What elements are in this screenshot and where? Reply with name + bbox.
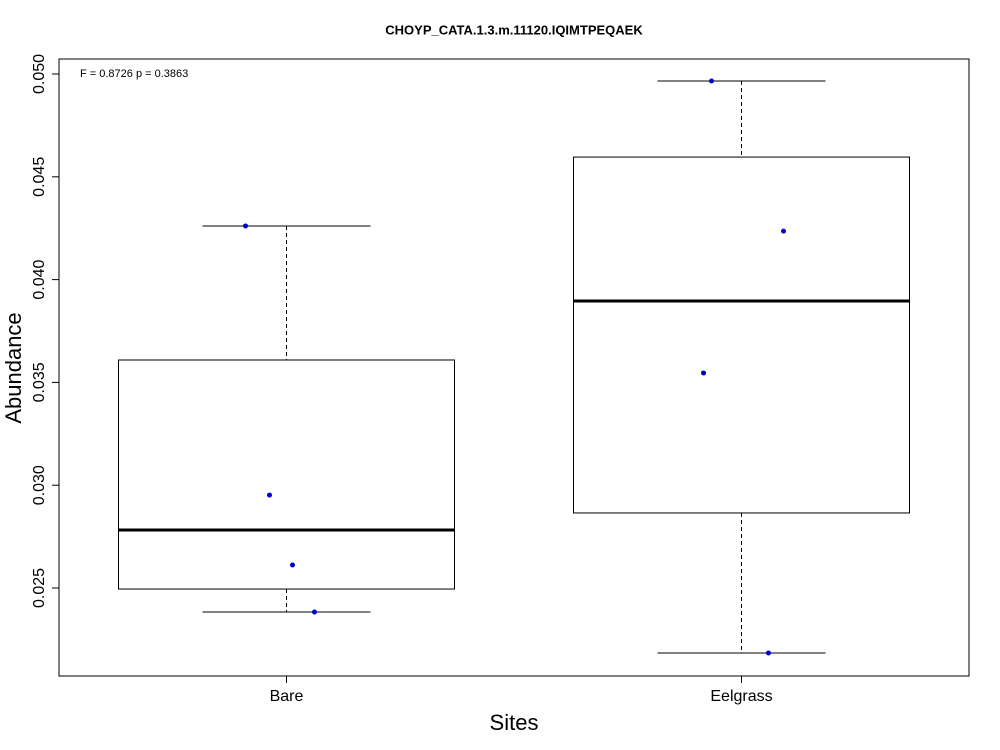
plot-frame [58, 58, 970, 677]
x-tick-label: Bare [270, 688, 304, 705]
y-axis-label: Abundance [1, 312, 26, 423]
y-tick-label: 0.050 [31, 54, 48, 94]
x-axis-label: Sites [490, 710, 539, 735]
box [573, 156, 910, 514]
y-tick-label: 0.025 [31, 568, 48, 608]
data-point [766, 650, 771, 656]
data-point [267, 492, 272, 498]
y-tick-label: 0.035 [31, 362, 48, 402]
chart-title: CHOYP_CATA.1.3.m.11120.IQIMTPEQAEK [385, 22, 643, 37]
data-point [290, 562, 295, 568]
box [118, 359, 455, 590]
data-point [243, 223, 248, 229]
annotation: F = 0.8726 p = 0.3863 [80, 68, 188, 80]
y-tick-label: 0.030 [31, 465, 48, 505]
data-point [709, 78, 714, 84]
x-tick-label: Eelgrass [710, 688, 772, 705]
data-point [701, 370, 706, 376]
y-tick-label: 0.045 [31, 157, 48, 197]
y-tick-label: 0.040 [31, 259, 48, 299]
data-point [312, 609, 317, 615]
data-point [781, 228, 786, 234]
